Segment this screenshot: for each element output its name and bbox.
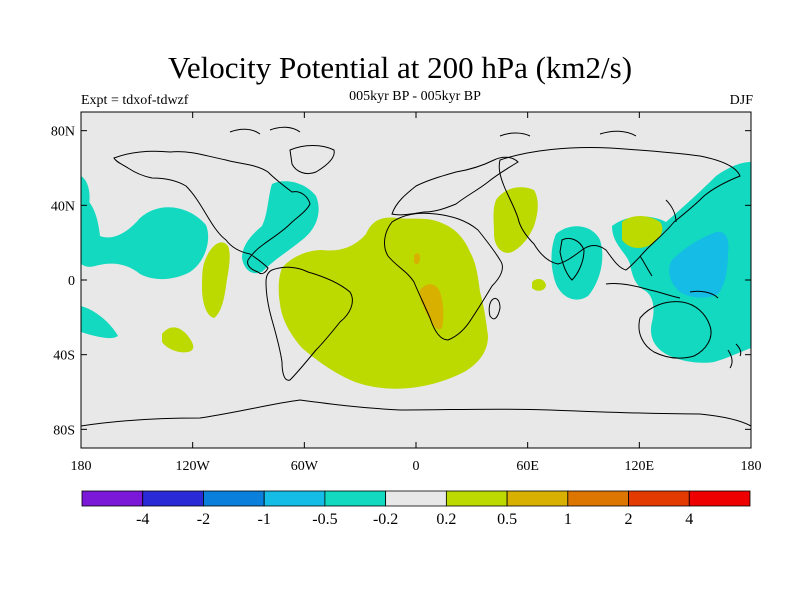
coastline-greenland: [289, 145, 335, 175]
positive-region-southeast-pacific: [162, 327, 194, 353]
y-tick-label: 80S: [53, 423, 75, 438]
colorbar-swatch: [142, 490, 204, 507]
x-tick-label: 180: [71, 459, 92, 474]
colorbar-label: -4: [136, 511, 149, 528]
colorbar-label: 0.5: [497, 511, 517, 528]
x-tick-label: 60W: [291, 459, 319, 474]
experiment-label: Expt = tdxof-tdwzf: [81, 93, 189, 108]
colorbar-label: 4: [685, 511, 693, 528]
colorbar-label: -0.2: [373, 511, 398, 528]
x-tick-label: 120E: [625, 459, 655, 474]
coastline-asia: [498, 147, 741, 271]
positive-core-central-africa: [419, 284, 444, 330]
coastline-arctic-islands: [229, 126, 637, 137]
colorbar-swatch: [203, 490, 265, 507]
negative-region-north-pacific: [81, 196, 209, 280]
coastline-indonesia: [605, 255, 719, 299]
x-tick-label: 120W: [176, 459, 211, 474]
y-axis: 80N 40N 0 40S 80S: [51, 125, 751, 438]
coastlines: [81, 126, 751, 427]
colorbar-label: 0.2: [436, 511, 456, 528]
coastline-india: [559, 237, 585, 281]
coastline-madagascar: [488, 297, 501, 320]
colorbar-swatch: [567, 490, 629, 507]
x-tick-label: 60E: [516, 459, 539, 474]
colorbar-label: -1: [258, 511, 271, 528]
colorbar-label: 1: [564, 511, 572, 528]
colorbar-swatch: [506, 490, 569, 507]
plot-title: Velocity Potential at 200 hPa (km2/s): [167, 50, 633, 85]
coastline-north-america: [113, 150, 311, 275]
positive-region-atlantic-africa: [278, 217, 488, 389]
colorbar-swatch: [385, 490, 447, 507]
coastline-africa: [384, 212, 503, 341]
coastline-australia: [638, 301, 712, 359]
negative-region-indian-ocean: [551, 226, 603, 300]
negative-region-west-edge: [81, 176, 90, 221]
coastline-antarctica: [81, 399, 751, 427]
negative-core-west-pacific: [669, 231, 729, 298]
colorbar-swatch: [324, 490, 387, 507]
colorbar: -4 -2 -1 -0.5 -0.2 0.2 0.5 1 2 4: [81, 490, 751, 528]
plot-subtitle: 005kyr BP - 005kyr BP: [349, 89, 481, 104]
colorbar-swatch: [263, 490, 326, 507]
colorbar-label: -2: [197, 511, 210, 528]
negative-region-north-america: [242, 181, 319, 274]
positive-region-central-pacific: [202, 242, 230, 318]
y-tick-label: 0: [68, 274, 75, 289]
positive-core-gulf-guinea: [414, 253, 420, 265]
positive-region-south-china: [622, 216, 663, 248]
coastline-new-zealand: [727, 343, 742, 369]
colorbar-label: -0.5: [312, 511, 337, 528]
y-tick-label: 40N: [51, 199, 75, 214]
coastline-south-america: [265, 266, 353, 381]
coastline-japan: [665, 199, 677, 223]
negative-region-south-pacific-west: [81, 306, 118, 339]
colorbar-label: 2: [625, 511, 633, 528]
colorbar-swatch: [688, 490, 751, 507]
colorbar-swatch: [81, 490, 144, 507]
positive-region-indian-small: [532, 279, 546, 291]
anomaly-fields: [81, 126, 751, 427]
x-tick-label: 180: [741, 459, 762, 474]
coastline-europe: [391, 156, 519, 216]
y-tick-label: 40S: [53, 349, 75, 364]
y-tick-label: 80N: [51, 125, 75, 140]
colorbar-swatch: [445, 490, 508, 507]
x-tick-label: 0: [413, 459, 420, 474]
x-axis: 180 120W 60W 0 60E 120E 180: [71, 112, 762, 474]
colorbar-swatch: [628, 490, 690, 507]
season-label: DJF: [729, 93, 753, 108]
